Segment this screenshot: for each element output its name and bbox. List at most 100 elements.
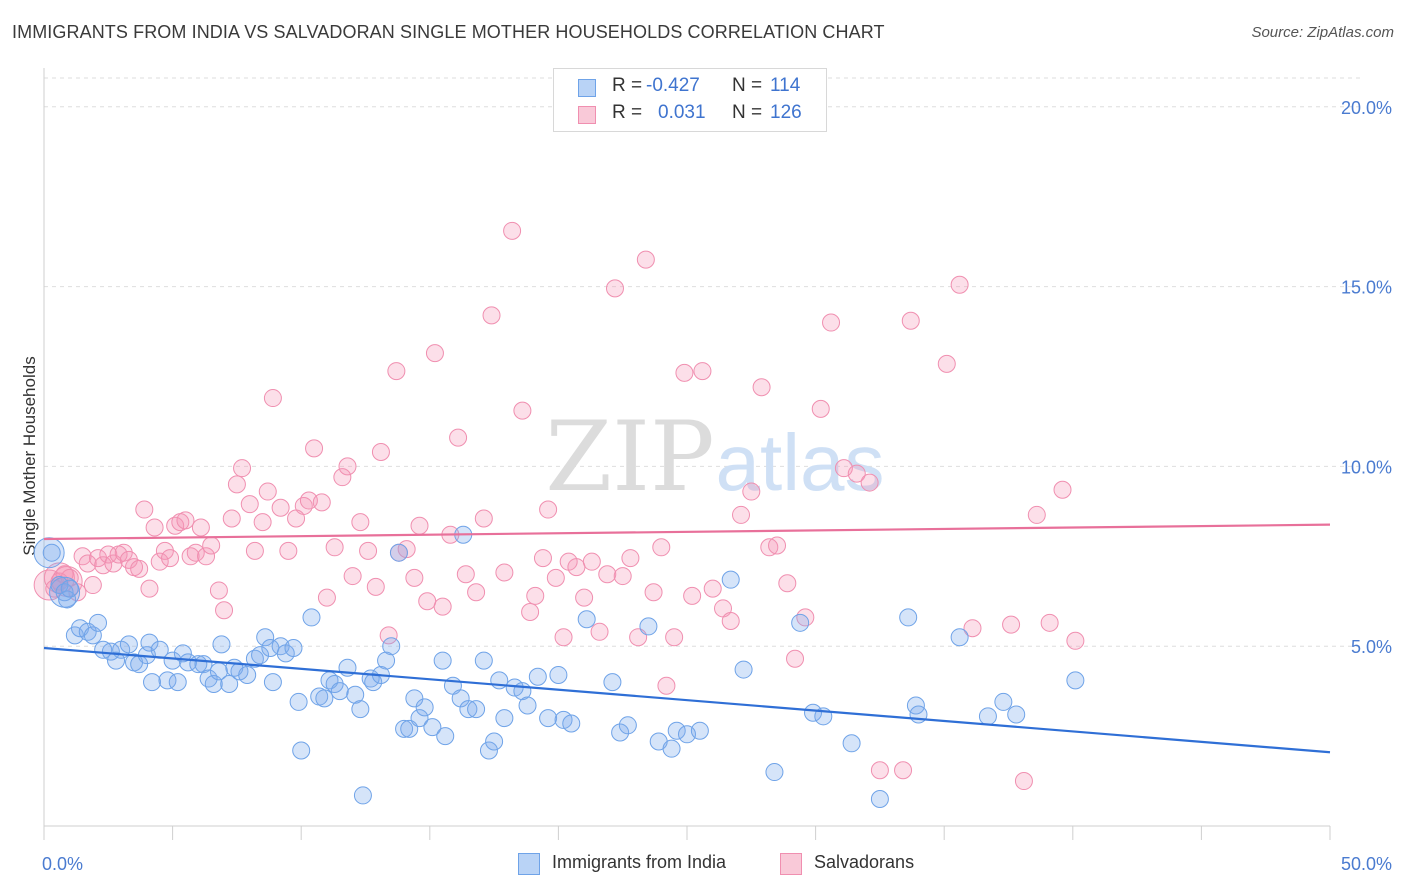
salvadorans-point	[449, 428, 468, 447]
salvadorans-point	[894, 761, 913, 780]
salvadorans-point	[78, 554, 97, 573]
salvadorans-point	[305, 439, 324, 458]
salvadorans-point	[467, 583, 486, 602]
salvadorans-point	[176, 511, 195, 530]
salvadorans-point	[1066, 631, 1085, 650]
salvadorans-point	[598, 565, 617, 584]
salvadorans-point	[233, 459, 252, 478]
salvadorans-point	[99, 545, 118, 564]
salvadorans-point	[222, 509, 241, 528]
trend-lines	[43, 523, 1331, 754]
salvadorans-point	[901, 311, 920, 330]
india-point	[459, 700, 478, 719]
india-point	[346, 685, 365, 704]
salvadorans-point	[150, 552, 169, 571]
y-tick-labels: 5.0% 10.0% 15.0% 20.0%	[1341, 98, 1392, 657]
india-point	[1007, 705, 1026, 724]
salvadorans-point	[605, 279, 624, 298]
salvadorans-point	[950, 275, 969, 294]
salvadorans-point	[811, 399, 830, 418]
salvadorans-point	[554, 628, 573, 647]
salvadorans-point	[1014, 772, 1033, 791]
india-point	[42, 543, 61, 562]
salvadorans-point	[227, 475, 246, 494]
salvadorans-point	[474, 509, 493, 528]
legend-n-label: N =	[732, 75, 763, 96]
india-point	[382, 637, 401, 656]
salvadorans-point	[145, 518, 164, 537]
india-point	[639, 617, 658, 636]
india-point	[485, 732, 504, 751]
india-point	[289, 692, 308, 711]
salvadorans-point	[539, 500, 558, 519]
salvadorans-point	[166, 516, 185, 535]
india-point	[256, 628, 275, 647]
salvadorans-point	[317, 588, 336, 607]
y-tick-label: 20.0%	[1341, 98, 1392, 118]
salvadorans-point	[732, 505, 751, 524]
india-point	[168, 673, 187, 692]
india-point	[518, 696, 537, 715]
salvadorans-point	[333, 468, 352, 487]
salvadorans-point	[433, 597, 452, 616]
india-point	[377, 651, 396, 670]
salvadorans-point	[533, 549, 552, 568]
salvadorans-point	[778, 574, 797, 593]
india-point	[251, 646, 270, 665]
legend-n-value-salvadorans: 126	[770, 102, 802, 123]
watermark: ZIP atlas	[545, 401, 884, 513]
india-point	[89, 613, 108, 632]
india-point	[351, 700, 370, 719]
y-tick-label: 10.0%	[1341, 457, 1392, 477]
salvadorans-point	[425, 344, 444, 363]
india-point	[804, 703, 823, 722]
india-point	[58, 590, 77, 609]
salvadorans-point	[575, 588, 594, 607]
salvadorans-point	[693, 362, 712, 381]
legend-r-label: R =	[612, 102, 643, 123]
x-tick-label-min: 0.0%	[42, 854, 83, 874]
salvadorans-point	[613, 567, 632, 586]
salvadorans-point	[1027, 505, 1046, 524]
salvadorans-point	[209, 581, 228, 600]
india-point	[423, 718, 442, 737]
india-point	[436, 727, 455, 746]
salvadorans-point	[590, 622, 609, 641]
salvadorans-point	[294, 496, 313, 515]
india-point	[292, 741, 311, 760]
series-label-salvadorans: Salvadorans	[814, 852, 915, 872]
salvadorans-point	[271, 498, 290, 517]
salvadorans-point	[366, 577, 385, 596]
india-point	[721, 570, 740, 589]
salvadorans-point	[197, 547, 216, 566]
india-point	[690, 721, 709, 740]
salvadorans-point	[1002, 615, 1021, 634]
gridlines	[44, 77, 1360, 647]
india-point	[353, 786, 372, 805]
salvadorans-point	[870, 761, 889, 780]
salvadorans-point	[860, 473, 879, 492]
india-point	[302, 608, 321, 627]
x-tick-label-max: 50.0%	[1341, 854, 1392, 874]
india-point	[140, 633, 159, 652]
legend-swatch-salvadorans	[578, 106, 596, 124]
india-point	[474, 651, 493, 670]
salvadorans-point	[567, 558, 586, 577]
india-point	[119, 635, 138, 654]
salvadorans-point	[263, 389, 282, 408]
india-point	[870, 790, 889, 809]
salvadorans-point	[822, 313, 841, 332]
salvadorans-point	[387, 362, 406, 381]
legend-n-value-india: 114	[770, 75, 801, 96]
india-point	[479, 741, 498, 760]
salvadorans-point	[675, 363, 694, 382]
salvadorans-point	[786, 649, 805, 668]
india-point	[618, 716, 637, 735]
india-point	[528, 667, 547, 686]
legend-n-label: N =	[732, 102, 763, 123]
salvadorans-point	[621, 549, 640, 568]
india-point	[611, 723, 630, 742]
salvadorans-point	[644, 583, 663, 602]
india-point	[389, 543, 408, 562]
salvadorans-point	[55, 565, 74, 584]
